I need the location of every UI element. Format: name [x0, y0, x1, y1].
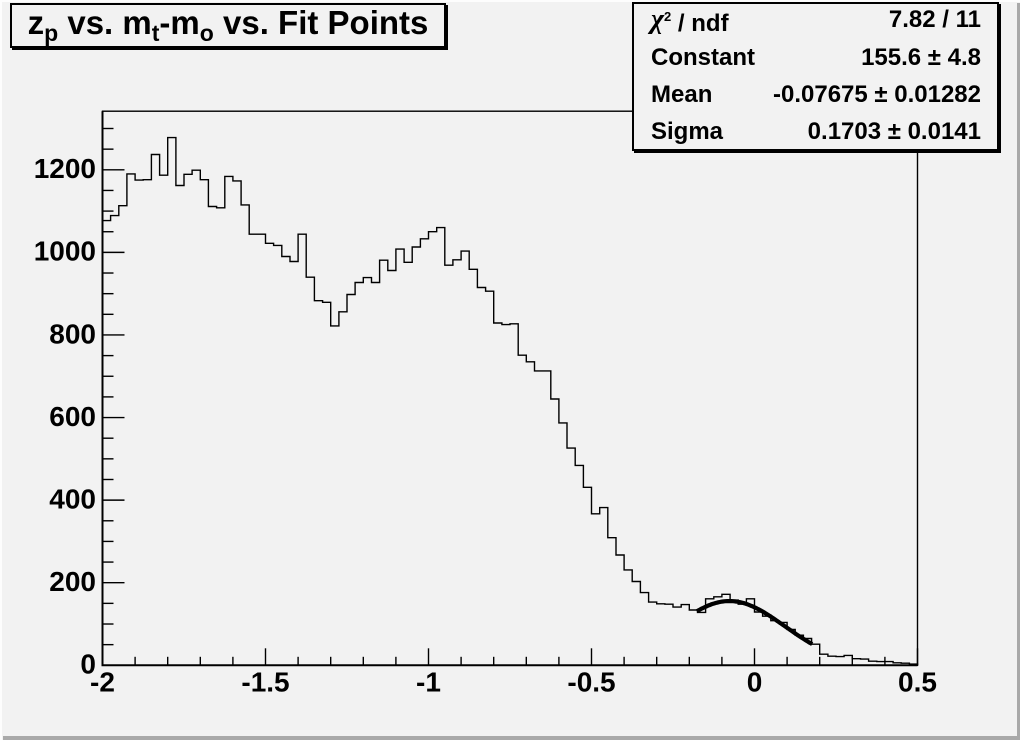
- svg-text:-1.5: -1.5: [241, 667, 289, 698]
- svg-text:0: 0: [747, 667, 763, 698]
- svg-text:1000: 1000: [34, 236, 96, 267]
- svg-text:1200: 1200: [34, 153, 96, 184]
- svg-text:-2: -2: [90, 667, 115, 698]
- svg-text:200: 200: [49, 566, 96, 597]
- svg-text:400: 400: [49, 483, 96, 514]
- svg-text:-0.5: -0.5: [567, 667, 615, 698]
- svg-text:0.5: 0.5: [898, 667, 937, 698]
- svg-text:0: 0: [80, 649, 96, 680]
- svg-text:600: 600: [49, 401, 96, 432]
- svg-text:-1: -1: [416, 667, 441, 698]
- svg-text:800: 800: [49, 318, 96, 349]
